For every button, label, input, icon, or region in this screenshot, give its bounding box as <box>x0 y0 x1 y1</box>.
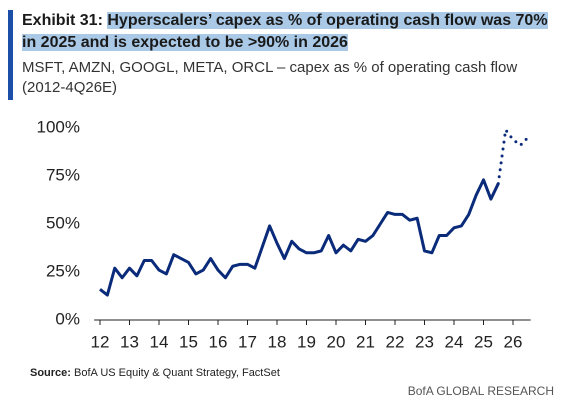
y-tick-label: 75% <box>46 165 80 184</box>
x-tick-label: 15 <box>179 332 198 351</box>
x-tick-label: 22 <box>386 332 405 351</box>
x-tick-label: 13 <box>120 332 139 351</box>
x-tick-label: 25 <box>474 332 493 351</box>
y-tick-label: 100% <box>37 117 80 136</box>
data-line <box>496 128 530 186</box>
source: Source: BofA US Equity & Quant Strategy,… <box>30 367 280 379</box>
x-tick-label: 14 <box>150 332 169 351</box>
data-line <box>99 178 500 297</box>
x-tick-label: 20 <box>327 332 346 351</box>
y-tick-label: 25% <box>46 261 80 280</box>
x-tick-label: 18 <box>268 332 287 351</box>
chart: 0% 25% 50% 75% 100% 12 13 14 15 16 17 18 19 20 21 22 23 2… <box>37 117 531 351</box>
accent-bar <box>8 10 13 100</box>
brand: BofA GLOBAL RESEARCH <box>407 384 554 398</box>
exhibit-label: Exhibit 31: <box>22 12 103 29</box>
source-text: BofA US Equity & Quant Strategy, FactSet <box>74 367 280 379</box>
chart-subtitle: MSFT, AMZN, GOOGL, META, ORCL – capex as… <box>22 59 518 96</box>
source-label: Source: <box>30 367 71 379</box>
x-tick-label: 23 <box>415 332 434 351</box>
heading: Exhibit 31: Hyperscalers’ capex as % of … <box>22 10 562 54</box>
x-tick-label: 17 <box>238 332 257 351</box>
x-tick-label: 12 <box>91 332 110 351</box>
x-tick-label: 26 <box>504 332 523 351</box>
x-tick-label: 21 <box>356 332 375 351</box>
x-tick-label: 19 <box>297 332 316 351</box>
y-tick-label: 50% <box>46 213 80 232</box>
x-tick-label: 16 <box>209 332 228 351</box>
x-tick-label: 24 <box>445 332 464 351</box>
y-tick-label: 0% <box>55 309 80 328</box>
